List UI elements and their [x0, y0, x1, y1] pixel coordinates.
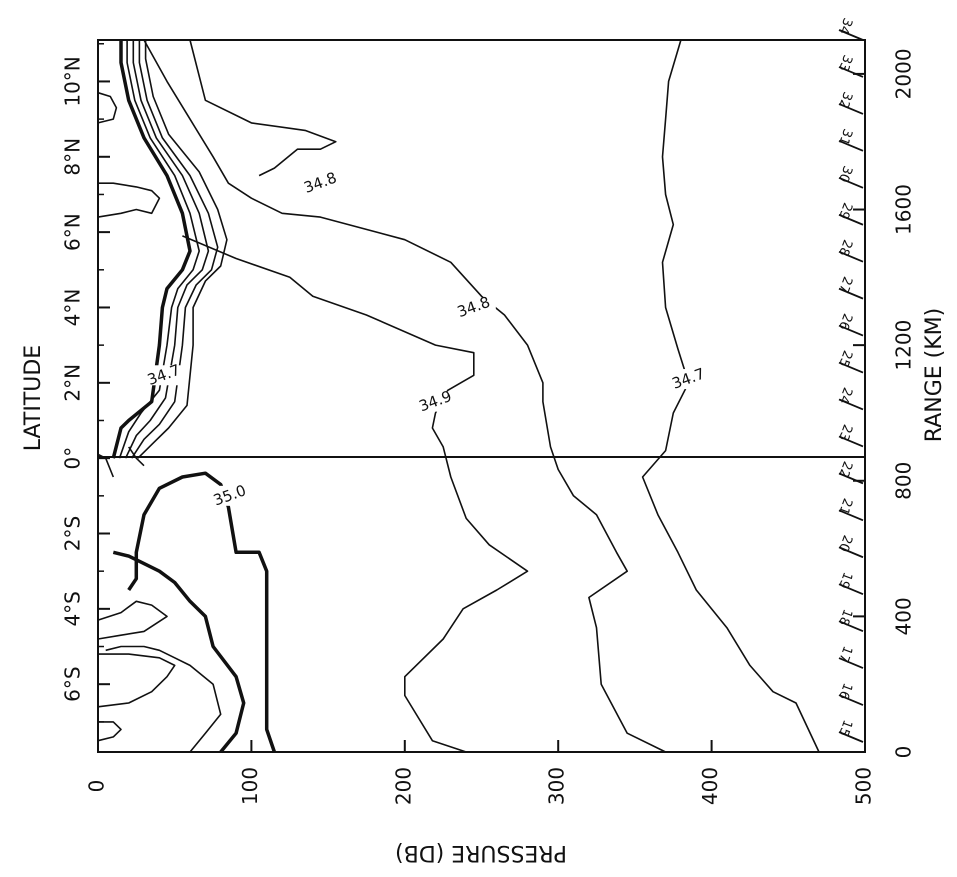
station-marker [838, 103, 864, 115]
station-marker [838, 583, 864, 596]
contour-line [97, 653, 176, 708]
contour-lines [97, 39, 820, 754]
range-tick-label: 800 [892, 462, 916, 500]
contour-line [127, 471, 277, 753]
station-label: 29 [835, 200, 855, 221]
station-marker [838, 66, 864, 78]
right-axis-title: RANGE (KM) [922, 308, 947, 442]
x-tick-label: 0 [85, 780, 109, 793]
x-tick-label: 300 [545, 767, 569, 805]
lat-tick-label: 4°S [61, 591, 85, 626]
contour-label-bg [451, 297, 496, 318]
station-label: 24 [835, 385, 855, 406]
contour-line [128, 446, 145, 467]
lat-tick-label: 10°N [61, 56, 85, 106]
latitude-ticks: 6°S 4°S 2°S 0° 2°N 4°N 6°N 8°N 10°N [61, 43, 110, 723]
contour-label-bg [666, 369, 711, 390]
station-marker [838, 509, 864, 522]
station-marker [838, 287, 864, 300]
station-marker [838, 435, 864, 448]
lat-tick-label: 6°S [61, 666, 85, 701]
contour-label-bg [413, 391, 458, 412]
station-marker [838, 250, 864, 263]
range-tick-label: 0 [892, 746, 916, 759]
station-marker [838, 657, 864, 669]
range-tick-label: 1600 [892, 184, 916, 235]
station-marker [838, 731, 864, 743]
contour-label-bg [141, 365, 186, 386]
contour-line [118, 40, 200, 459]
contour-line [124, 40, 210, 459]
station-marker [838, 620, 864, 632]
station-label: 32 [835, 90, 855, 111]
contour-line [112, 550, 246, 754]
station-marker [838, 694, 864, 706]
contour-value-labels: 34.834.834.934.735.034.7 [141, 169, 711, 510]
x-tick-label: 100 [238, 767, 262, 805]
station-marker [838, 213, 864, 226]
contour-line [182, 235, 529, 753]
station-label: 25 [835, 348, 855, 369]
station-label: 17 [835, 644, 855, 665]
x-tick-label: 200 [391, 767, 415, 805]
station-label: 23 [835, 422, 855, 443]
station-label: 26 [835, 311, 855, 332]
lat-tick-label: 2°N [61, 364, 85, 402]
contour-line [137, 40, 228, 459]
x-tick-label: 500 [852, 767, 876, 805]
contour-line [97, 600, 168, 640]
lat-tick-label: 8°N [61, 138, 85, 176]
range-tick-label: 1200 [892, 320, 916, 371]
left-axis-title: LATITUDE [21, 345, 46, 451]
station-label: 19 [835, 570, 855, 591]
station-label: 22 [835, 459, 855, 480]
station-label: 15 [835, 718, 855, 739]
contour-line [189, 39, 337, 177]
lat-tick-label: 0° [61, 447, 85, 470]
x-axis-ticks: 0 100 200 300 400 500 [85, 740, 876, 805]
range-ticks: 0 400 800 1200 1600 2000 [853, 48, 916, 758]
contour-line [97, 91, 118, 124]
station-label: 16 [835, 681, 855, 702]
plot-frame [97, 39, 866, 753]
station-label: 31 [835, 127, 855, 148]
contour-line [97, 182, 161, 218]
contour-line [641, 39, 820, 753]
lat-tick-label: 6°N [61, 213, 85, 251]
contour-line [105, 645, 222, 753]
contour-line [143, 39, 666, 753]
station-label: 28 [835, 237, 855, 258]
station-label: 20 [835, 533, 855, 554]
contour-line [97, 721, 122, 742]
station-marker [838, 140, 864, 152]
station-marker [838, 176, 864, 189]
contour-label-bg [298, 173, 343, 194]
station-label: 33 [835, 53, 855, 74]
contour-line [131, 40, 219, 459]
station-marker [838, 472, 864, 485]
range-tick-label: 400 [892, 597, 916, 635]
station-label: 34 [835, 16, 855, 37]
station-label: 21 [835, 496, 855, 517]
lat-tick-label: 2°S [61, 516, 85, 551]
contour-line [111, 40, 192, 459]
station-marker [838, 398, 864, 411]
x-tick-label: 400 [698, 767, 722, 805]
station-labels: 15 16 17 18 19 20 21 22 23 24 25 26 27 28 29 30 31 32 33 34 [835, 16, 864, 743]
contour-label-bg [207, 485, 252, 506]
lat-tick-label: 4°N [61, 289, 85, 327]
station-label: 27 [835, 274, 855, 295]
station-marker [838, 324, 864, 337]
station-label: 18 [835, 607, 855, 628]
station-label: 30 [835, 163, 855, 184]
station-marker [838, 361, 864, 374]
range-tick-label: 2000 [892, 48, 916, 99]
x-axis-title: PRESSURE (DB) [395, 840, 567, 865]
station-marker [838, 546, 864, 559]
station-marker [838, 29, 864, 41]
